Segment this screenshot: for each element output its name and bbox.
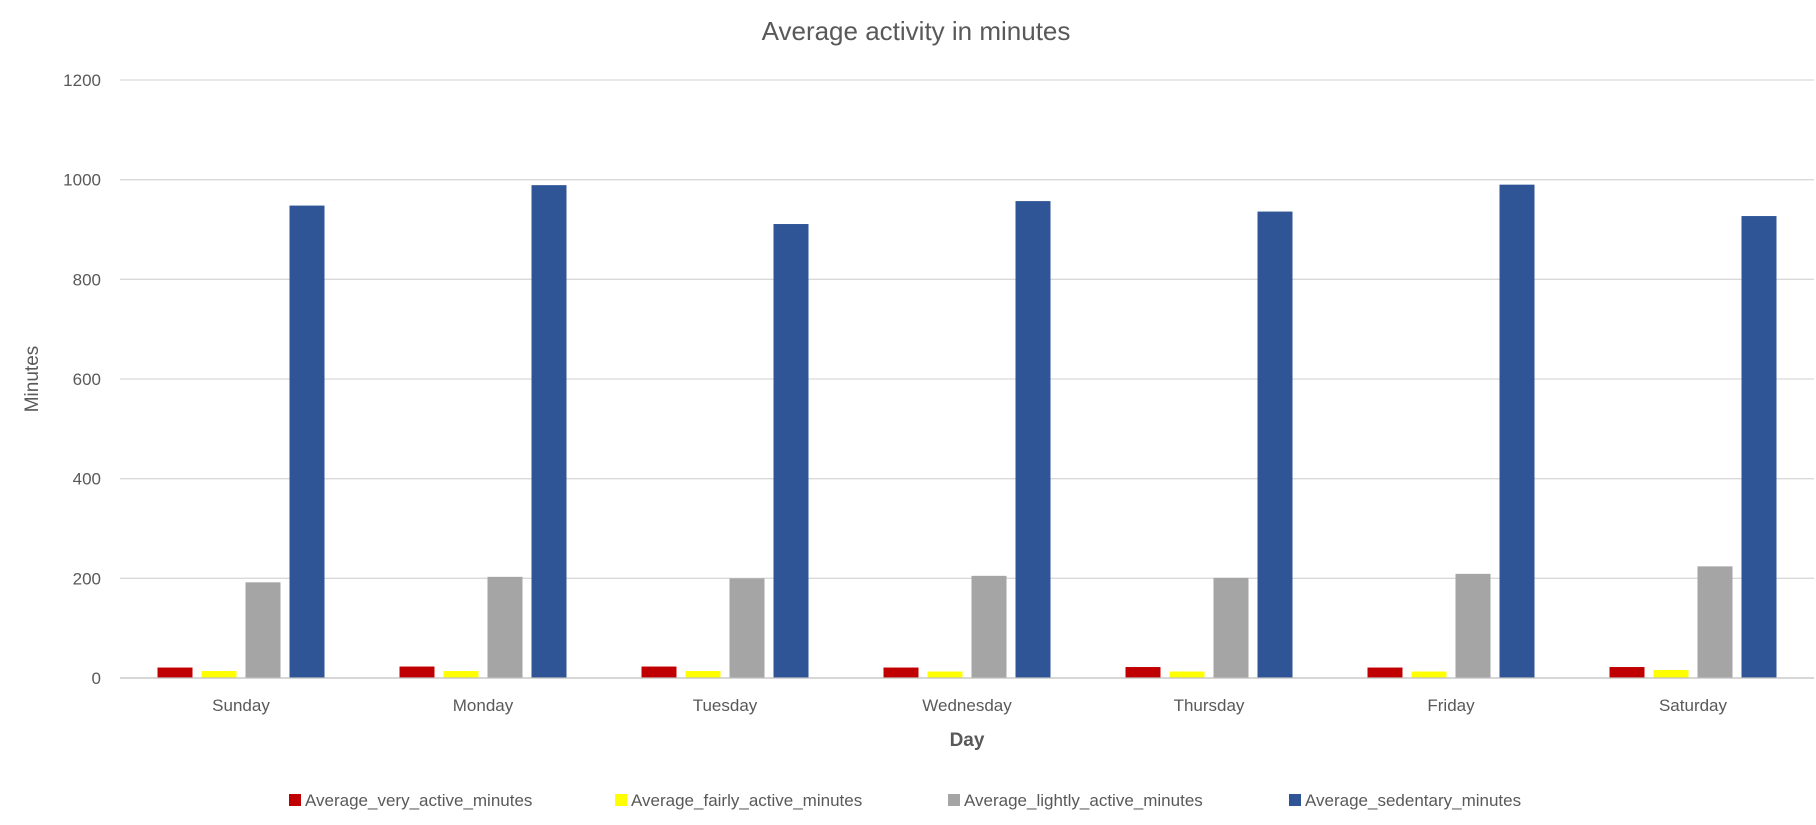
legend-label: Average_lightly_active_minutes xyxy=(964,791,1203,810)
bar-Average_sedentary_minutes-Wednesday xyxy=(1015,201,1051,678)
y-tick-label: 1200 xyxy=(63,71,101,90)
bar-Average_fairly_active_minutes-Monday xyxy=(443,671,479,678)
bar-Average_sedentary_minutes-Sunday xyxy=(289,205,325,678)
x-tick-label: Monday xyxy=(453,696,514,715)
bar-Average_fairly_active_minutes-Tuesday xyxy=(685,671,721,678)
bar-Average_very_active_minutes-Friday xyxy=(1367,667,1403,678)
legend-label: Average_very_active_minutes xyxy=(305,791,532,810)
x-axis-ticks: Sunday Monday Tuesday Wednesday Thursday Frid… xyxy=(212,696,1727,715)
bar-Average_very_active_minutes-Tuesday xyxy=(641,666,677,678)
y-tick-label: 0 xyxy=(92,669,101,688)
legend: Average_very_active_minutes Average_fairl… xyxy=(289,791,1521,810)
bar-Average_fairly_active_minutes-Sunday xyxy=(201,671,237,678)
bar-Average_fairly_active_minutes-Friday xyxy=(1411,671,1447,678)
y-tick-label: 1000 xyxy=(63,171,101,190)
bar-Average_lightly_active_minutes-Wednesday xyxy=(971,575,1007,678)
bar-Average_lightly_active_minutes-Thursday xyxy=(1213,577,1249,678)
bar-Average_sedentary_minutes-Monday xyxy=(531,185,567,679)
bar-Average_sedentary_minutes-Tuesday xyxy=(773,224,809,679)
legend-item: Average_fairly_active_minutes xyxy=(615,791,862,810)
chart-title: Average activity in minutes xyxy=(762,16,1071,46)
legend-item: Average_sedentary_minutes xyxy=(1289,791,1521,810)
x-tick-label: Thursday xyxy=(1174,696,1245,715)
bar-Average_lightly_active_minutes-Sunday xyxy=(245,582,281,678)
legend-swatch xyxy=(615,794,627,806)
legend-label: Average_sedentary_minutes xyxy=(1305,791,1521,810)
x-tick-label: Sunday xyxy=(212,696,270,715)
legend-item: Average_lightly_active_minutes xyxy=(948,791,1203,810)
x-tick-label: Friday xyxy=(1427,696,1475,715)
bar-Average_lightly_active_minutes-Saturday xyxy=(1697,566,1733,678)
x-tick-label: Wednesday xyxy=(922,696,1012,715)
bar-Average_very_active_minutes-Saturday xyxy=(1609,667,1645,678)
gridlines xyxy=(120,79,1814,579)
bar-Average_fairly_active_minutes-Saturday xyxy=(1653,670,1689,678)
bar-Average_very_active_minutes-Monday xyxy=(399,666,435,678)
y-tick-label: 400 xyxy=(73,470,101,489)
bar-Average_sedentary_minutes-Saturday xyxy=(1741,216,1777,679)
bar-Average_very_active_minutes-Wednesday xyxy=(883,667,919,678)
bar-Average_very_active_minutes-Thursday xyxy=(1125,667,1161,678)
legend-label: Average_fairly_active_minutes xyxy=(631,791,862,810)
legend-swatch xyxy=(289,794,301,806)
y-axis-ticks: 0 200 400 600 800 1000 1200 xyxy=(63,71,101,688)
bar-Average_very_active_minutes-Sunday xyxy=(157,667,193,678)
legend-swatch xyxy=(948,794,960,806)
x-axis-title: Day xyxy=(950,730,985,751)
bar-Average_sedentary_minutes-Friday xyxy=(1499,184,1535,678)
y-tick-label: 200 xyxy=(73,569,101,588)
bar-Average_fairly_active_minutes-Wednesday xyxy=(927,671,963,678)
x-tick-label: Saturday xyxy=(1659,696,1728,715)
bars xyxy=(157,184,1777,679)
legend-item: Average_very_active_minutes xyxy=(289,791,532,810)
bar-Average_lightly_active_minutes-Tuesday xyxy=(729,578,765,678)
bar-Average_fairly_active_minutes-Thursday xyxy=(1169,671,1205,678)
x-tick-label: Tuesday xyxy=(693,696,758,715)
bar-Average_lightly_active_minutes-Monday xyxy=(487,576,523,678)
y-tick-label: 600 xyxy=(73,370,101,389)
legend-swatch xyxy=(1289,794,1301,806)
y-tick-label: 800 xyxy=(73,270,101,289)
bar-Average_lightly_active_minutes-Friday xyxy=(1455,573,1491,678)
bar-Average_sedentary_minutes-Thursday xyxy=(1257,211,1293,678)
y-axis-title: Minutes xyxy=(22,346,43,413)
